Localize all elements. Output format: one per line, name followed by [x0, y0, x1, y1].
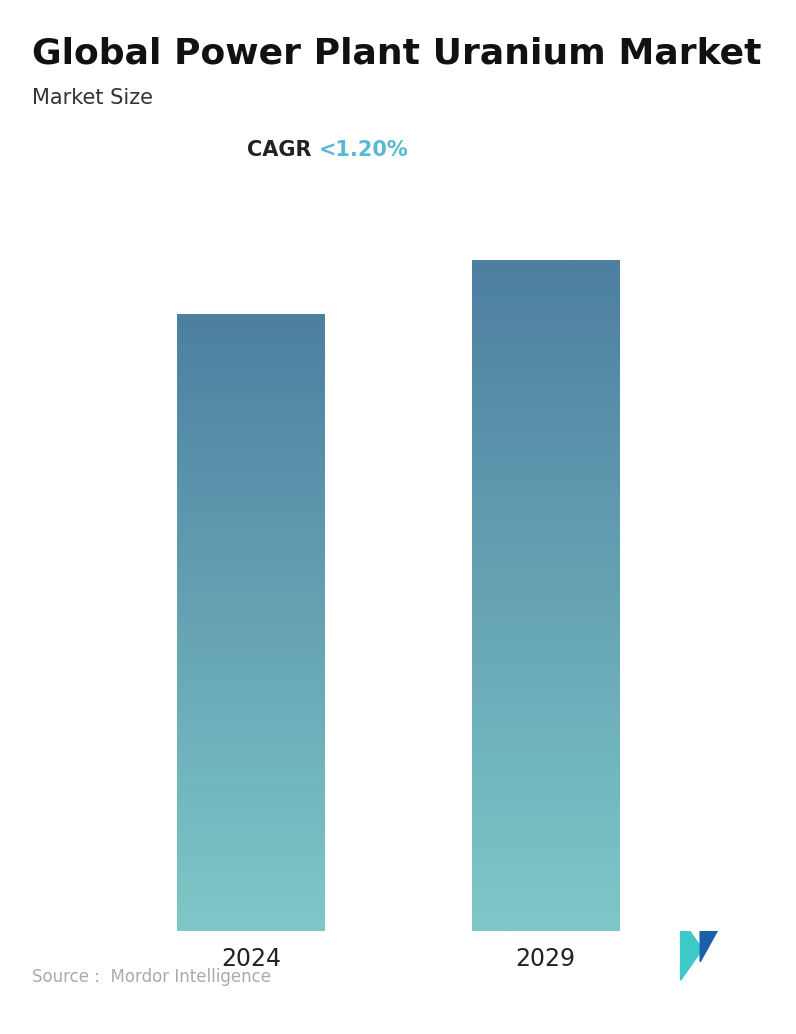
Text: Global Power Plant Uranium Market: Global Power Plant Uranium Market	[32, 36, 761, 70]
Polygon shape	[700, 918, 724, 962]
Polygon shape	[700, 918, 702, 962]
Text: Source :  Mordor Intelligence: Source : Mordor Intelligence	[32, 968, 271, 986]
Text: <1.20%: <1.20%	[318, 140, 408, 160]
Text: CAGR: CAGR	[247, 140, 318, 160]
Polygon shape	[681, 918, 702, 980]
Text: Market Size: Market Size	[32, 88, 153, 108]
